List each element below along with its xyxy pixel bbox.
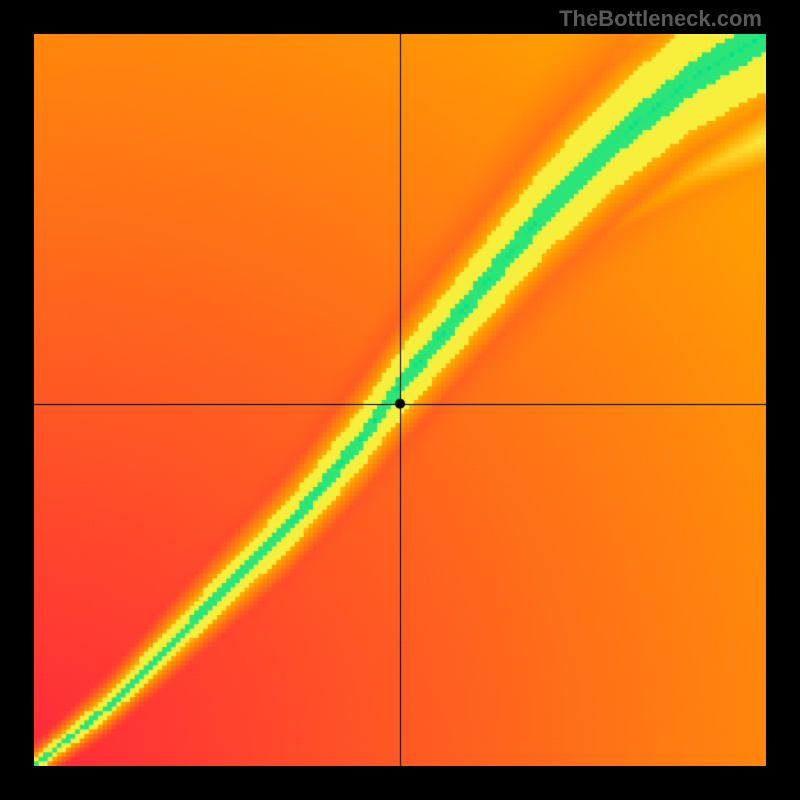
- bottleneck-heatmap: [34, 34, 766, 766]
- watermark-text: TheBottleneck.com: [559, 6, 762, 32]
